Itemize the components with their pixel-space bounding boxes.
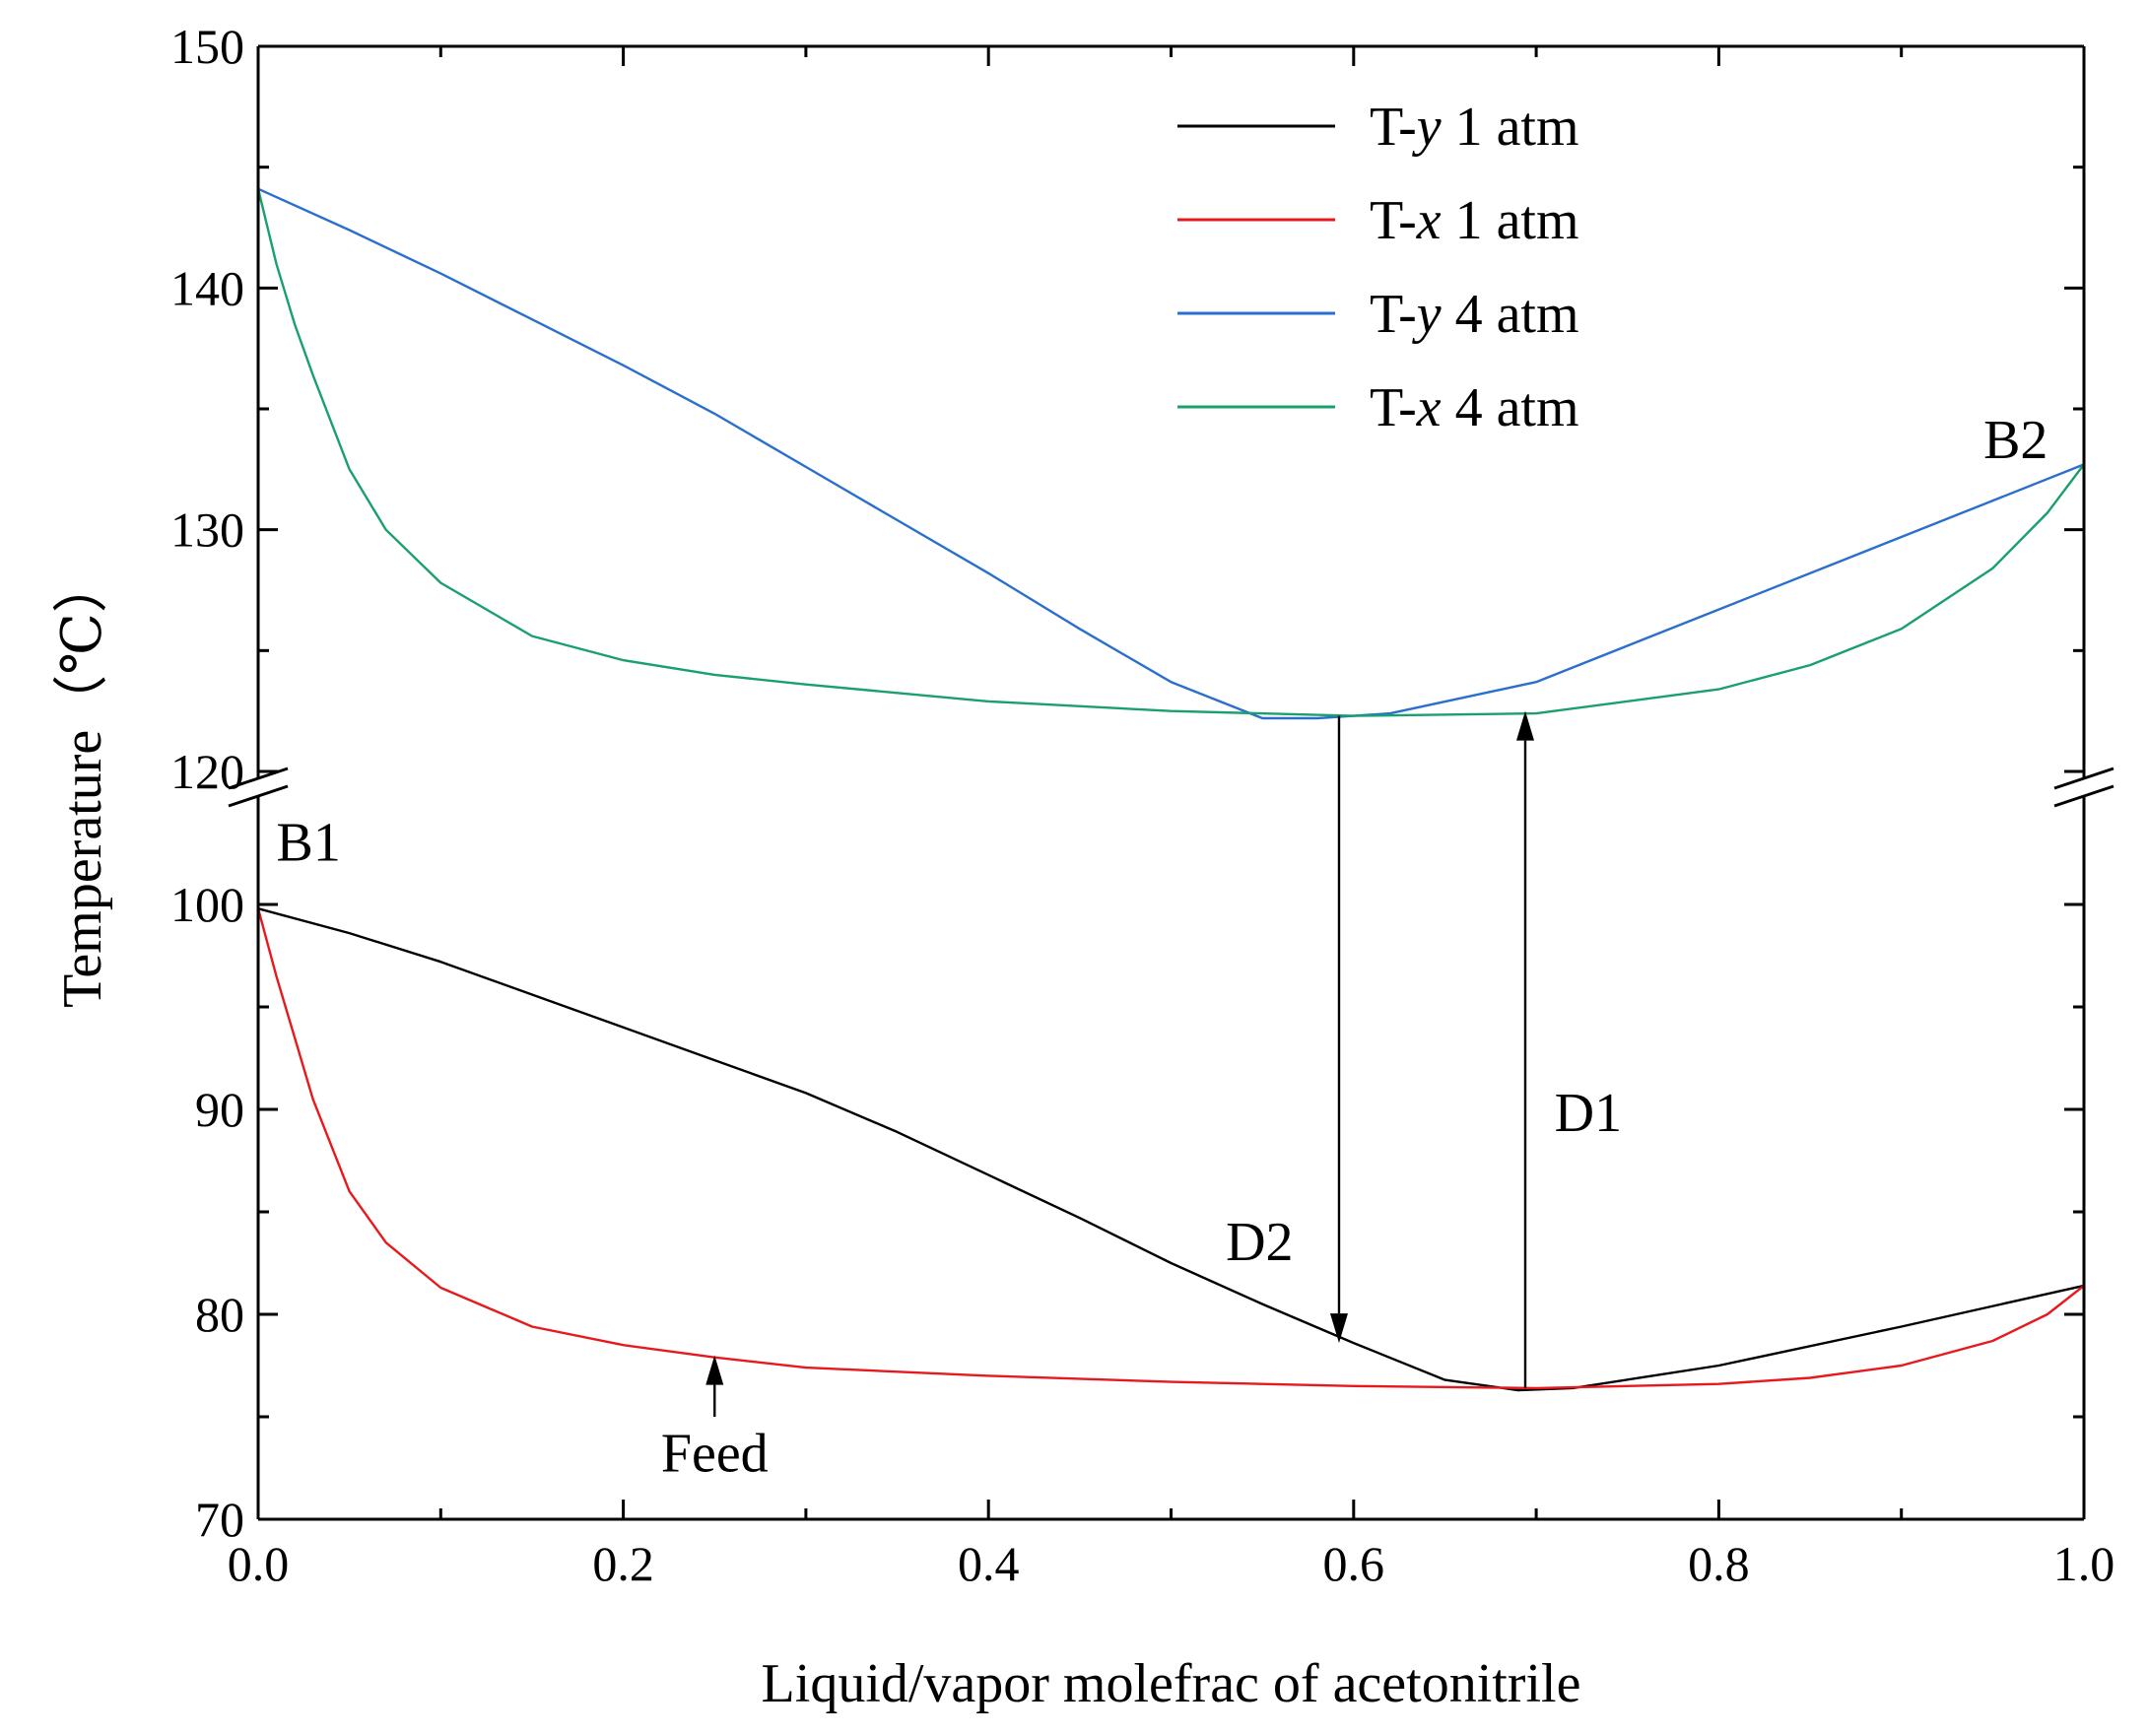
axis-break-mark-left-2: [228, 784, 289, 808]
y-tick-label: 130: [170, 502, 244, 558]
legend-label-var: x: [1416, 377, 1442, 438]
x-axis-title: Liquid/vapor molefrac of acetonitrile: [762, 1653, 1581, 1714]
legend-label-prefix: T-: [1370, 377, 1417, 438]
y-tick-label: 140: [170, 260, 244, 315]
legend-label-suffix: 4 atm: [1442, 284, 1579, 345]
axes-layer: [228, 44, 2114, 1521]
y-tick-label: 100: [170, 877, 244, 932]
legend-label-prefix: T-: [1370, 190, 1417, 251]
legend-label-var: x: [1416, 190, 1442, 251]
x-tick-label: 0.4: [958, 1536, 1020, 1591]
tick-layer: 0.0 0.2 0.4 0.6 0.8 1.0 70 80 90 100 120 130 140 150: [170, 19, 2114, 1591]
legend-label-3: T-x 4 atm: [1370, 377, 1579, 438]
series-line-3: [256, 188, 2085, 717]
legend-label-var: y: [1412, 284, 1442, 345]
legend-label-suffix: 4 atm: [1442, 377, 1579, 438]
x-tick-label: 0.0: [228, 1536, 290, 1591]
annotation-b1: B1: [277, 813, 341, 874]
axis-break-mark-right-2: [2053, 784, 2114, 808]
annotation-layer: B1 B2 D2 D1 Feed: [277, 410, 2048, 1485]
x-tick-label: 0.8: [1688, 1536, 1750, 1591]
y-tick-label: 150: [170, 19, 244, 74]
y-tick-label: 80: [195, 1287, 244, 1342]
legend-label-prefix: T-: [1370, 97, 1417, 158]
y-tick-label: 120: [170, 744, 244, 799]
series-line-2: [257, 187, 2085, 720]
series-line-1: [256, 907, 2085, 1390]
arrow-layer: [705, 710, 1534, 1417]
annotation-b2: B2: [1983, 410, 2047, 471]
annotation-d1: D1: [1555, 1083, 1622, 1144]
arrow-head-d2: [1329, 1313, 1348, 1344]
y-axis-title: Temperature（℃）: [52, 558, 113, 1008]
x-tick-label: 0.2: [592, 1536, 654, 1591]
annotation-d2: D2: [1226, 1212, 1293, 1273]
series-layer: [256, 187, 2085, 1392]
legend-label-suffix: 1 atm: [1442, 190, 1579, 251]
y-tick-label: 70: [195, 1492, 244, 1547]
x-tick-label: 1.0: [2053, 1536, 2115, 1591]
legend-label-2: T-y 4 atm: [1370, 284, 1579, 345]
arrow-head-feed: [705, 1355, 724, 1385]
x-tick-label: 0.6: [1323, 1536, 1385, 1591]
y-tick-label: 90: [195, 1082, 244, 1137]
legend-label-0: T-y 1 atm: [1370, 97, 1579, 158]
legend-label-1: T-x 1 atm: [1370, 190, 1579, 251]
legend-label-var: y: [1412, 97, 1442, 158]
axis-break-mark-right-1: [2053, 767, 2114, 790]
legend-label-suffix: 1 atm: [1442, 97, 1579, 158]
legend-label-prefix: T-: [1370, 284, 1417, 345]
annotation-feed: Feed: [661, 1423, 769, 1484]
series-line-0: [257, 907, 2085, 1392]
arrow-head-d1: [1515, 710, 1534, 741]
